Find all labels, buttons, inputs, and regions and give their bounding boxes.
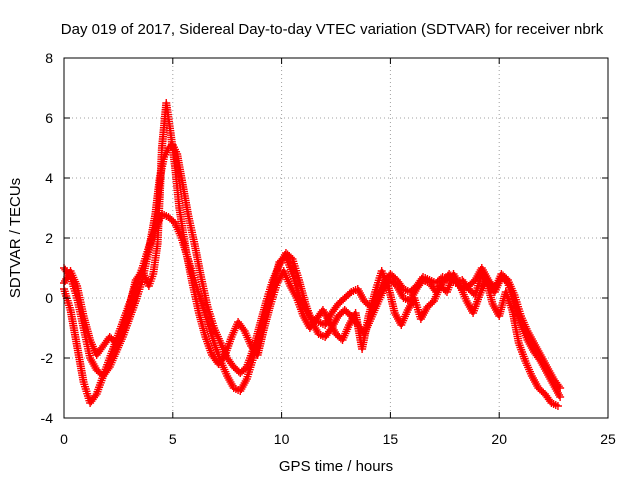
x-tick-label: 0 [60,431,68,447]
y-tick-label: 2 [45,230,53,246]
y-tick-label: 8 [45,50,53,66]
grid [64,58,608,418]
y-tick-label: 4 [45,170,53,186]
x-tick-label: 25 [600,431,616,447]
data-point-track-a [556,393,565,401]
x-tick-label: 15 [383,431,399,447]
x-tick-label: 5 [169,431,177,447]
x-tick-labels: 0 5 10 15 20 25 [60,431,616,447]
chart-title: Day 019 of 2017, Sidereal Day-to-day VTE… [61,21,604,38]
data-point-track-b [554,382,563,391]
x-tick-label: 10 [274,431,290,447]
y-tick-label: -4 [41,410,54,426]
plot-frame [63,57,609,419]
y-tick-labels: -4 -2 0 2 4 6 8 [41,50,54,426]
data-point-track-c [553,402,562,410]
data-point-track-a [91,391,100,400]
x-axis-label: GPS time / hours [279,458,393,475]
y-axis-label: SDTVAR / TECUs [7,178,24,298]
data-point-track-c [219,352,228,361]
data-point-track-b [556,384,565,392]
y-tick-label: 0 [45,290,53,306]
data-points [60,99,565,410]
y-tick-label: -2 [41,350,54,366]
x-tick-label: 20 [491,431,507,447]
y-tick-label: 6 [45,110,53,126]
